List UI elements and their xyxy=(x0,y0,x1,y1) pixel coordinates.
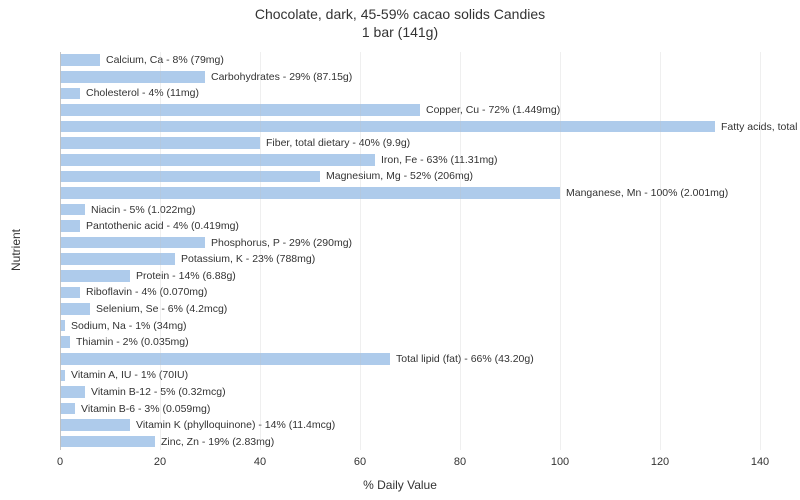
grid-line xyxy=(660,52,661,450)
grid-line xyxy=(360,52,361,450)
x-tick-label: 0 xyxy=(57,456,63,468)
bar-row: Phosphorus, P - 29% (290mg) xyxy=(60,237,760,249)
bar-label: Fiber, total dietary - 40% (9.9g) xyxy=(266,138,410,149)
bar xyxy=(60,270,130,282)
bar xyxy=(60,154,375,166)
bar-label: Vitamin K (phylloquinone) - 14% (11.4mcg… xyxy=(136,420,335,431)
bar-row: Vitamin A, IU - 1% (70IU) xyxy=(60,370,760,382)
bar-row: Copper, Cu - 72% (1.449mg) xyxy=(60,104,760,116)
bar xyxy=(60,386,85,398)
bar-label: Vitamin B-6 - 3% (0.059mg) xyxy=(81,403,210,414)
bar xyxy=(60,403,75,415)
bar-row: Fiber, total dietary - 40% (9.9g) xyxy=(60,137,760,149)
bar-row: Riboflavin - 4% (0.070mg) xyxy=(60,287,760,299)
grid-line xyxy=(160,52,161,450)
bar-label: Sodium, Na - 1% (34mg) xyxy=(71,320,187,331)
bar xyxy=(60,121,715,133)
bar-row: Pantothenic acid - 4% (0.419mg) xyxy=(60,220,760,232)
bar xyxy=(60,54,100,66)
bars-container: Calcium, Ca - 8% (79mg) Carbohydrates - 2… xyxy=(60,52,760,450)
bar-row: Vitamin B-12 - 5% (0.32mcg) xyxy=(60,386,760,398)
bar-label: Iron, Fe - 63% (11.31mg) xyxy=(381,155,498,166)
bar-label: Vitamin A, IU - 1% (70IU) xyxy=(71,370,188,381)
x-tick-label: 80 xyxy=(454,456,466,468)
bar-label: Protein - 14% (6.88g) xyxy=(136,271,236,282)
bar-row: Magnesium, Mg - 52% (206mg) xyxy=(60,171,760,183)
bar-label: Riboflavin - 4% (0.070mg) xyxy=(86,287,207,298)
bar-row: Niacin - 5% (1.022mg) xyxy=(60,204,760,216)
grid-line xyxy=(760,52,761,450)
bar-label: Magnesium, Mg - 52% (206mg) xyxy=(326,171,473,182)
bar-label: Selenium, Se - 6% (4.2mcg) xyxy=(96,304,227,315)
bar-label: Zinc, Zn - 19% (2.83mg) xyxy=(161,436,274,447)
bar-label: Total lipid (fat) - 66% (43.20g) xyxy=(396,354,534,365)
bar-row: Vitamin K (phylloquinone) - 14% (11.4mcg… xyxy=(60,419,760,431)
bar xyxy=(60,104,420,116)
bar-label: Thiamin - 2% (0.035mg) xyxy=(76,337,189,348)
x-tick-label: 60 xyxy=(354,456,366,468)
bar-row: Selenium, Se - 6% (4.2mcg) xyxy=(60,303,760,315)
nutrient-bar-chart: Chocolate, dark, 45-59% cacao solids Can… xyxy=(0,0,800,500)
bar-row: Vitamin B-6 - 3% (0.059mg) xyxy=(60,403,760,415)
bar-row: Thiamin - 2% (0.035mg) xyxy=(60,336,760,348)
x-tick-label: 100 xyxy=(551,456,569,468)
bar-label: Calcium, Ca - 8% (79mg) xyxy=(106,55,224,66)
bar-row: Sodium, Na - 1% (34mg) xyxy=(60,320,760,332)
bar-row: Cholesterol - 4% (11mg) xyxy=(60,88,760,100)
bar xyxy=(60,287,80,299)
grid-line xyxy=(460,52,461,450)
bar xyxy=(60,419,130,431)
bar-row: Calcium, Ca - 8% (79mg) xyxy=(60,54,760,66)
bar-label: Copper, Cu - 72% (1.449mg) xyxy=(426,105,560,116)
bar-row: Carbohydrates - 29% (87.15g) xyxy=(60,71,760,83)
x-tick-label: 40 xyxy=(254,456,266,468)
grid-line xyxy=(60,52,61,450)
bar-row: Iron, Fe - 63% (11.31mg) xyxy=(60,154,760,166)
bar-label: Cholesterol - 4% (11mg) xyxy=(86,88,199,99)
bar-label: Potassium, K - 23% (788mg) xyxy=(181,254,315,265)
x-tick-label: 20 xyxy=(154,456,166,468)
bar-label: Manganese, Mn - 100% (2.001mg) xyxy=(566,188,728,199)
bar xyxy=(60,336,70,348)
bar-row: Fatty acids, total saturated - 131% (26.… xyxy=(60,121,760,133)
plot-area: Calcium, Ca - 8% (79mg) Carbohydrates - 2… xyxy=(60,52,760,450)
x-tick-label: 140 xyxy=(751,456,769,468)
bar-label: Niacin - 5% (1.022mg) xyxy=(91,204,195,215)
bar xyxy=(60,303,90,315)
bar-label: Pantothenic acid - 4% (0.419mg) xyxy=(86,221,239,232)
bar xyxy=(60,436,155,448)
x-tick-label: 120 xyxy=(651,456,669,468)
bar xyxy=(60,71,205,83)
bar-label: Vitamin B-12 - 5% (0.32mcg) xyxy=(91,387,226,398)
bar xyxy=(60,253,175,265)
bar xyxy=(60,171,320,183)
chart-title-line1: Chocolate, dark, 45-59% cacao solids Can… xyxy=(0,6,800,22)
bar xyxy=(60,237,205,249)
bar xyxy=(60,187,560,199)
x-axis-label: % Daily Value xyxy=(0,478,800,492)
y-axis-label: Nutrient xyxy=(9,229,23,271)
bar-label: Phosphorus, P - 29% (290mg) xyxy=(211,237,352,248)
bar xyxy=(60,353,390,365)
bar-row: Manganese, Mn - 100% (2.001mg) xyxy=(60,187,760,199)
bar-label: Carbohydrates - 29% (87.15g) xyxy=(211,72,352,83)
grid-line xyxy=(260,52,261,450)
bar xyxy=(60,88,80,100)
bar xyxy=(60,220,80,232)
bar-row: Potassium, K - 23% (788mg) xyxy=(60,253,760,265)
bar-row: Protein - 14% (6.88g) xyxy=(60,270,760,282)
bar-row: Zinc, Zn - 19% (2.83mg) xyxy=(60,436,760,448)
bar-row: Total lipid (fat) - 66% (43.20g) xyxy=(60,353,760,365)
chart-title-line2: 1 bar (141g) xyxy=(0,24,800,40)
bar xyxy=(60,204,85,216)
grid-line xyxy=(560,52,561,450)
